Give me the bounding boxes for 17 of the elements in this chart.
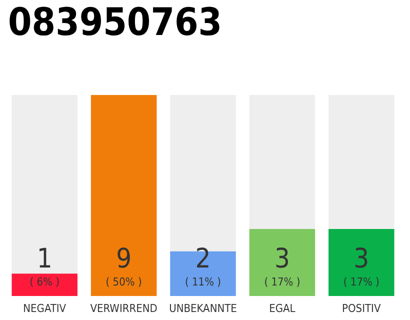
annotation: ( 11% ) bbox=[184, 276, 222, 288]
x-tick-label: NEGATIV bbox=[23, 302, 66, 315]
x-tick-label: VERWIRREND bbox=[90, 302, 158, 315]
data-label: 2 bbox=[195, 244, 211, 274]
annotation: ( 17% ) bbox=[264, 276, 300, 288]
x-tick-label: UNBEKANNTE bbox=[169, 302, 237, 315]
annotation: ( 6% ) bbox=[30, 276, 60, 288]
bar bbox=[12, 274, 78, 296]
x-tick-label: EGAL bbox=[269, 302, 296, 315]
data-label: 3 bbox=[354, 244, 370, 274]
annotation: ( 50% ) bbox=[106, 276, 142, 288]
annotation: ( 17% ) bbox=[343, 276, 380, 288]
chart-title: 083950763 bbox=[8, 0, 222, 44]
data-label: 3 bbox=[274, 244, 290, 274]
x-tick-label: POSITIV bbox=[342, 302, 381, 315]
data-label: 1 bbox=[36, 244, 52, 274]
data-label: 9 bbox=[116, 244, 132, 274]
